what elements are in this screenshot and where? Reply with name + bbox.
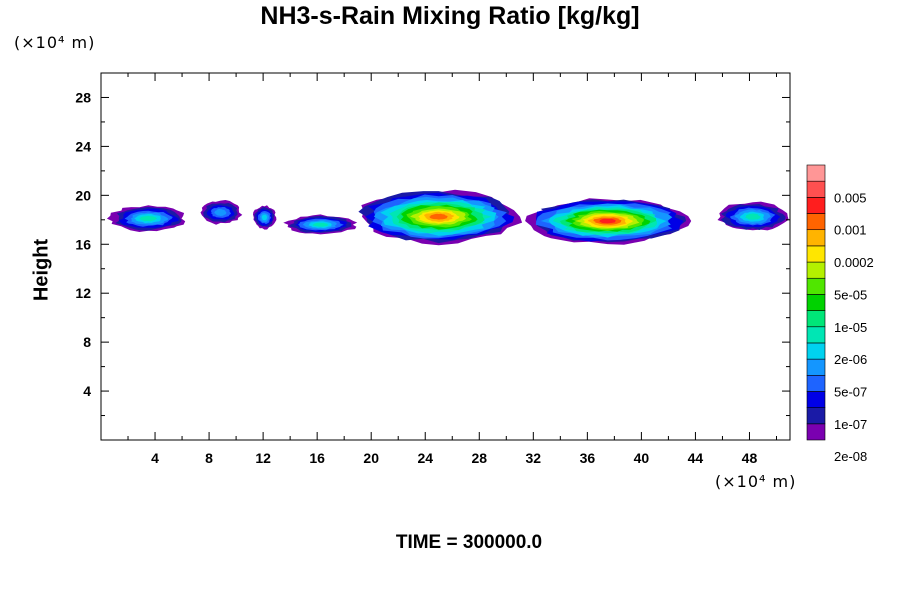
x-axis-unit: (×10⁴ m) (715, 472, 797, 491)
cloud-blob-1-level-4 (214, 209, 227, 217)
colorbar-swatch-10 (806, 261, 826, 279)
colorbar-label: 5e-07 (834, 384, 867, 399)
colorbar-label: 2e-08 (834, 449, 867, 464)
colorbar-swatch-8 (806, 294, 826, 311)
x-tick-label: 48 (742, 450, 758, 466)
cloud-blob-3-level-6 (312, 222, 329, 227)
colorbar-swatch-4 (806, 358, 826, 376)
y-tick-label: 24 (75, 138, 91, 154)
colorbar-label: 0.005 (834, 190, 867, 205)
colorbar-swatch-3 (806, 374, 826, 392)
colorbar-swatch-11 (806, 245, 826, 263)
colorbar-swatch-9 (806, 277, 826, 295)
x-tick-label: 12 (255, 450, 271, 466)
colorbar-label: 5e-05 (834, 287, 867, 302)
x-tick-label: 40 (634, 450, 650, 466)
time-label: TIME = 300000.0 (395, 532, 543, 553)
colorbar-label: 1e-07 (834, 417, 867, 432)
plot-frame (100, 72, 791, 441)
y-tick-label: 20 (75, 187, 91, 203)
x-tick-label: 24 (417, 450, 433, 466)
cloud-blob-5-level-14 (599, 218, 616, 224)
colorbar-label: 0.0002 (834, 255, 874, 270)
colorbar-label: 2e-06 (834, 352, 867, 367)
y-tick-label: 8 (83, 334, 91, 350)
x-tick-label: 28 (471, 450, 487, 466)
cloud-blob-0-level-6 (139, 215, 158, 222)
colorbar-label: 1e-05 (834, 320, 867, 335)
x-tick-label: 32 (526, 450, 542, 466)
colorbar-label: 0.001 (834, 223, 867, 238)
x-tick-label: 20 (363, 450, 379, 466)
x-tick-label: 4 (151, 450, 159, 466)
cloud-blob-6-level-6 (745, 213, 761, 220)
y-tick-label: 16 (75, 236, 91, 252)
colorbar-swatch-2 (806, 391, 826, 408)
colorbar-swatch-15 (806, 180, 826, 198)
colorbar-swatch-0 (806, 423, 826, 441)
cloud-blob-2-level-5 (261, 214, 268, 221)
chart-title: NH3-s-Rain Mixing Ratio [kg/kg] (260, 2, 640, 30)
y-tick-label: 12 (75, 285, 91, 301)
colorbar-swatch-12 (806, 229, 826, 247)
colorbar-swatch-6 (806, 326, 826, 344)
colorbar-swatch-13 (806, 213, 826, 231)
colorbar-swatch-16 (806, 164, 826, 182)
cloud-blob-4-level-13 (429, 213, 449, 220)
colorbar-swatch-1 (806, 407, 826, 425)
colorbar-swatch-5 (806, 342, 826, 360)
y-tick-label: 28 (75, 89, 91, 105)
x-tick-label: 8 (205, 450, 213, 466)
y-axis-unit: (×10⁴ m) (14, 33, 96, 52)
x-tick-label: 16 (309, 450, 325, 466)
y-tick-label: 4 (83, 383, 91, 399)
x-tick-label: 44 (688, 450, 704, 466)
colorbar-swatch-7 (806, 310, 826, 328)
colorbar-swatch-14 (806, 197, 826, 214)
x-tick-label: 36 (580, 450, 596, 466)
